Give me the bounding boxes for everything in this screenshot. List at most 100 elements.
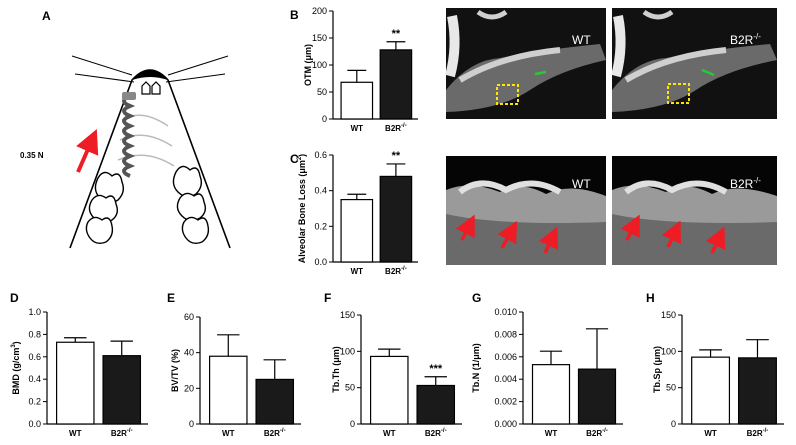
y-tick-label: 0.004 xyxy=(494,374,517,384)
chart-b: B 0 50 100 150 200 OTM (μm) WT B2R-/- ** xyxy=(290,6,418,133)
micro-ct-b2r-label: B2R-/- xyxy=(730,32,761,47)
force-label: 0.35 N xyxy=(20,151,44,160)
panel-label: F xyxy=(324,291,331,305)
significance-label: ** xyxy=(392,28,401,40)
category-label: WT xyxy=(351,124,364,133)
y-tick-label: 0 xyxy=(671,419,676,429)
micro-ct-b2r-3d: B2R-/- xyxy=(612,156,777,265)
y-tick-label: 0.4 xyxy=(28,374,41,384)
chart-g: G 0.000 0.002 0.004 0.006 0.008 0.010 Tb.N (1/μ… xyxy=(471,291,623,438)
chart-f: F 0 50 100 150 Tb.Th (μm) WT B2R-/- *** xyxy=(324,291,462,438)
y-tick-label: 0.006 xyxy=(494,352,517,362)
significance-label: *** xyxy=(429,363,443,375)
category-label: WT xyxy=(222,429,235,438)
y-tick-label: 0.0 xyxy=(314,257,327,267)
significance-label: ** xyxy=(392,150,401,162)
y-tick-label: 50 xyxy=(666,383,676,393)
y-tick-label: 0.010 xyxy=(494,307,517,317)
category-label: B2R-/- xyxy=(264,428,286,438)
category-label: B2R-/- xyxy=(586,428,608,438)
bar-b2r xyxy=(577,368,617,425)
chart-d: D 0.0 0.2 0.4 0.6 0.8 1.0 BMD (g/cm3) WT B2R-/- xyxy=(10,291,148,438)
chart-c: C 0.0 0.2 0.4 0.6 Alveolar Bone Loss (μm2) WT B… xyxy=(290,150,418,276)
whisker-right-1 xyxy=(167,55,229,76)
y-tick-label: 100 xyxy=(661,346,676,356)
y-tick-label: 60 xyxy=(184,312,194,322)
panel-label: B xyxy=(290,8,299,22)
category-label: WT xyxy=(704,429,717,438)
otm-line-b2r xyxy=(701,68,715,77)
category-label: B2R-/- xyxy=(385,266,407,276)
micro-ct-wt-sagittal: WT xyxy=(445,8,606,119)
category-label: B2R-/- xyxy=(747,428,769,438)
y-tick-label: 0.008 xyxy=(494,329,517,339)
panel-label: H xyxy=(646,291,655,305)
bar-b2r xyxy=(102,355,142,425)
whisker-left-1 xyxy=(71,55,133,76)
molars-left xyxy=(85,171,125,245)
bar-b2r xyxy=(379,175,413,263)
y-axis-label: Tb.N (1/μm) xyxy=(471,343,481,393)
y-tick-label: 0 xyxy=(189,419,194,429)
y-axis-label: Tb.Th (μm) xyxy=(331,346,341,393)
bar-b2r xyxy=(379,49,413,120)
panel-label: G xyxy=(472,291,481,305)
micro-ct-3d-wt-label: WT xyxy=(572,177,591,191)
micro-ct-wt-label: WT xyxy=(572,33,591,47)
category-label: B2R-/- xyxy=(385,123,407,133)
bar-b2r xyxy=(416,384,456,425)
bar-b2r xyxy=(255,378,295,425)
molars-right xyxy=(172,165,210,245)
whisker-left-2 xyxy=(74,73,135,83)
y-tick-label: 20 xyxy=(184,383,194,393)
otm-line-wt xyxy=(534,70,547,76)
y-tick-label: 0 xyxy=(350,419,355,429)
y-tick-label: 150 xyxy=(340,310,355,320)
bar-wt xyxy=(55,341,95,425)
whisker-right-2 xyxy=(165,73,226,83)
y-axis-label: OTM (μm) xyxy=(303,44,313,86)
panel-a-label: A xyxy=(42,9,51,23)
y-tick-label: 0.0 xyxy=(28,419,41,429)
bar-wt xyxy=(340,81,374,120)
category-label: WT xyxy=(351,267,364,276)
micro-ct-wt-3d: WT xyxy=(446,156,606,265)
bar-wt xyxy=(208,355,248,425)
chart-h: H 0 50 100 150 Tb.Sp (μm) WT B2R-/- xyxy=(646,291,784,438)
bar-wt xyxy=(531,364,571,425)
y-tick-label: 0.4 xyxy=(314,186,327,196)
y-tick-label: 100 xyxy=(340,346,355,356)
micro-ct-sagittal: WT B2R-/- xyxy=(445,8,777,119)
force-arrow xyxy=(76,129,99,173)
jaw-schematic: 0.35 N xyxy=(20,55,231,249)
y-tick-label: 0.000 xyxy=(494,419,517,429)
category-label: B2R-/- xyxy=(111,428,133,438)
bar-wt xyxy=(340,198,374,263)
micro-ct-3d: WT B2R-/- xyxy=(446,156,777,265)
y-tick-label: 0.6 xyxy=(314,150,327,160)
y-tick-label: 0.2 xyxy=(28,397,41,407)
coil-spring xyxy=(122,92,136,178)
y-tick-label: 0.8 xyxy=(28,329,41,339)
y-tick-label: 0 xyxy=(322,114,327,124)
y-tick-label: 150 xyxy=(661,310,676,320)
category-label: WT xyxy=(383,429,396,438)
panel-label: E xyxy=(167,291,175,305)
y-axis-label: BV/TV (%) xyxy=(170,349,180,392)
y-axis-label: BMD (g/cm3) xyxy=(11,341,21,394)
category-label: WT xyxy=(69,429,82,438)
y-tick-label: 0.6 xyxy=(28,352,41,362)
y-tick-label: 50 xyxy=(317,87,327,97)
bar-wt xyxy=(691,356,731,425)
y-axis-label: Alveolar Bone Loss (μm2) xyxy=(297,154,307,263)
y-axis-label: Tb.Sp (μm) xyxy=(652,346,662,393)
y-tick-label: 50 xyxy=(345,383,355,393)
chart-e: E 0 20 40 60 BV/TV (%) WT B2R-/- xyxy=(167,291,301,438)
bar-b2r xyxy=(738,357,777,425)
roi-box-b2r xyxy=(667,83,690,104)
panel-a: A xyxy=(20,9,231,249)
micro-ct-3d-b2r-label: B2R-/- xyxy=(730,176,761,191)
y-tick-label: 1.0 xyxy=(28,307,41,317)
